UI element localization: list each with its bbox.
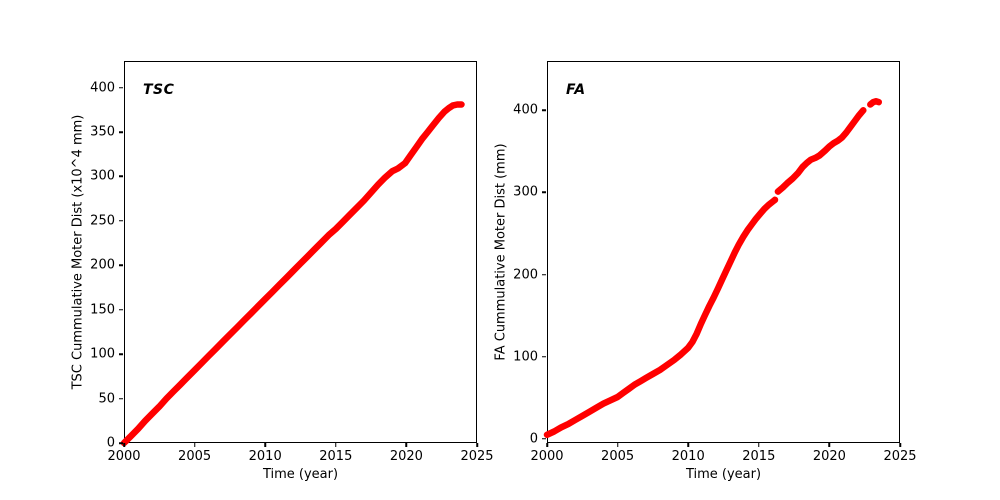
x-tick-label: 2015 bbox=[319, 449, 353, 464]
x-tick-mark bbox=[687, 443, 689, 447]
data-series-segment bbox=[120, 101, 465, 447]
fa-plot-area bbox=[543, 98, 883, 439]
y-tick-label: 250 bbox=[90, 213, 115, 229]
x-tick-label: 2010 bbox=[248, 449, 282, 464]
x-tick-mark bbox=[828, 443, 831, 447]
y-tick-mark bbox=[118, 131, 123, 133]
y-tick-mark bbox=[118, 220, 123, 222]
y-tick-mark bbox=[541, 438, 546, 440]
tsc-subplot: TSC Time (year) TSC Cummulative Moter Di… bbox=[71, 61, 494, 482]
y-tick-mark bbox=[541, 109, 546, 112]
x-tick-label: 2025 bbox=[460, 449, 494, 464]
x-tick-label: 2025 bbox=[883, 449, 917, 464]
x-tick-label: 2000 bbox=[107, 449, 141, 464]
x-tick-mark bbox=[476, 443, 478, 447]
y-tick-label: 50 bbox=[98, 391, 115, 407]
x-tick-mark bbox=[335, 443, 337, 447]
x-tick-label: 2005 bbox=[178, 449, 212, 464]
x-tick-mark bbox=[546, 443, 548, 447]
y-tick-mark bbox=[118, 308, 123, 311]
y-tick-mark bbox=[118, 86, 123, 89]
x-tick-mark bbox=[123, 443, 125, 447]
tsc-axes-frame bbox=[124, 61, 477, 443]
y-tick-label: 0 bbox=[529, 431, 538, 447]
y-tick-label: 300 bbox=[513, 184, 538, 200]
tsc-y-axis-label: TSC Cummulative Moter Dist (x10^4 mm) bbox=[70, 114, 86, 390]
y-tick-label: 400 bbox=[513, 102, 538, 118]
data-series-segment bbox=[774, 107, 867, 195]
fa-annotation: FA bbox=[566, 82, 586, 98]
y-tick-label: 200 bbox=[513, 267, 538, 283]
y-tick-mark bbox=[541, 355, 546, 358]
y-tick-label: 150 bbox=[90, 302, 115, 318]
tsc-annotation: TSC bbox=[143, 82, 175, 98]
y-tick-label: 100 bbox=[90, 346, 115, 362]
data-series-segment bbox=[867, 98, 883, 108]
x-tick-label: 2000 bbox=[530, 449, 564, 464]
x-tick-mark bbox=[264, 443, 266, 447]
y-tick-mark bbox=[118, 442, 123, 444]
y-tick-label: 350 bbox=[90, 124, 115, 140]
y-tick-mark bbox=[118, 264, 123, 267]
y-tick-mark bbox=[118, 175, 123, 178]
fa-subplot: FA Time (year) FA Cummulative Moter Dist… bbox=[494, 61, 917, 482]
y-tick-label: 300 bbox=[90, 168, 115, 184]
x-tick-label: 2005 bbox=[601, 449, 635, 464]
x-tick-label: 2015 bbox=[742, 449, 776, 464]
y-tick-mark bbox=[118, 353, 123, 355]
y-tick-mark bbox=[541, 273, 546, 276]
x-tick-mark bbox=[193, 443, 196, 447]
tsc-plot-area bbox=[120, 101, 465, 447]
x-tick-mark bbox=[616, 443, 619, 447]
y-tick-label: 400 bbox=[90, 80, 115, 96]
x-tick-label: 2020 bbox=[812, 449, 846, 464]
y-tick-mark bbox=[541, 191, 546, 194]
y-tick-mark bbox=[118, 397, 123, 400]
x-tick-label: 2020 bbox=[389, 449, 423, 464]
y-tick-label: 200 bbox=[90, 257, 115, 273]
x-tick-mark bbox=[405, 443, 408, 447]
fa-y-axis-label: FA Cummulative Moter Dist (mm) bbox=[493, 143, 509, 361]
x-tick-mark bbox=[899, 443, 901, 447]
x-tick-mark bbox=[758, 443, 760, 447]
y-tick-label: 100 bbox=[513, 349, 538, 365]
y-tick-label: 0 bbox=[106, 435, 115, 451]
data-series-segment bbox=[543, 196, 779, 439]
fa-x-axis-label: Time (year) bbox=[685, 467, 762, 482]
fa-axes-frame bbox=[547, 61, 900, 443]
x-tick-label: 2010 bbox=[671, 449, 705, 464]
tsc-x-axis-label: Time (year) bbox=[262, 467, 339, 482]
